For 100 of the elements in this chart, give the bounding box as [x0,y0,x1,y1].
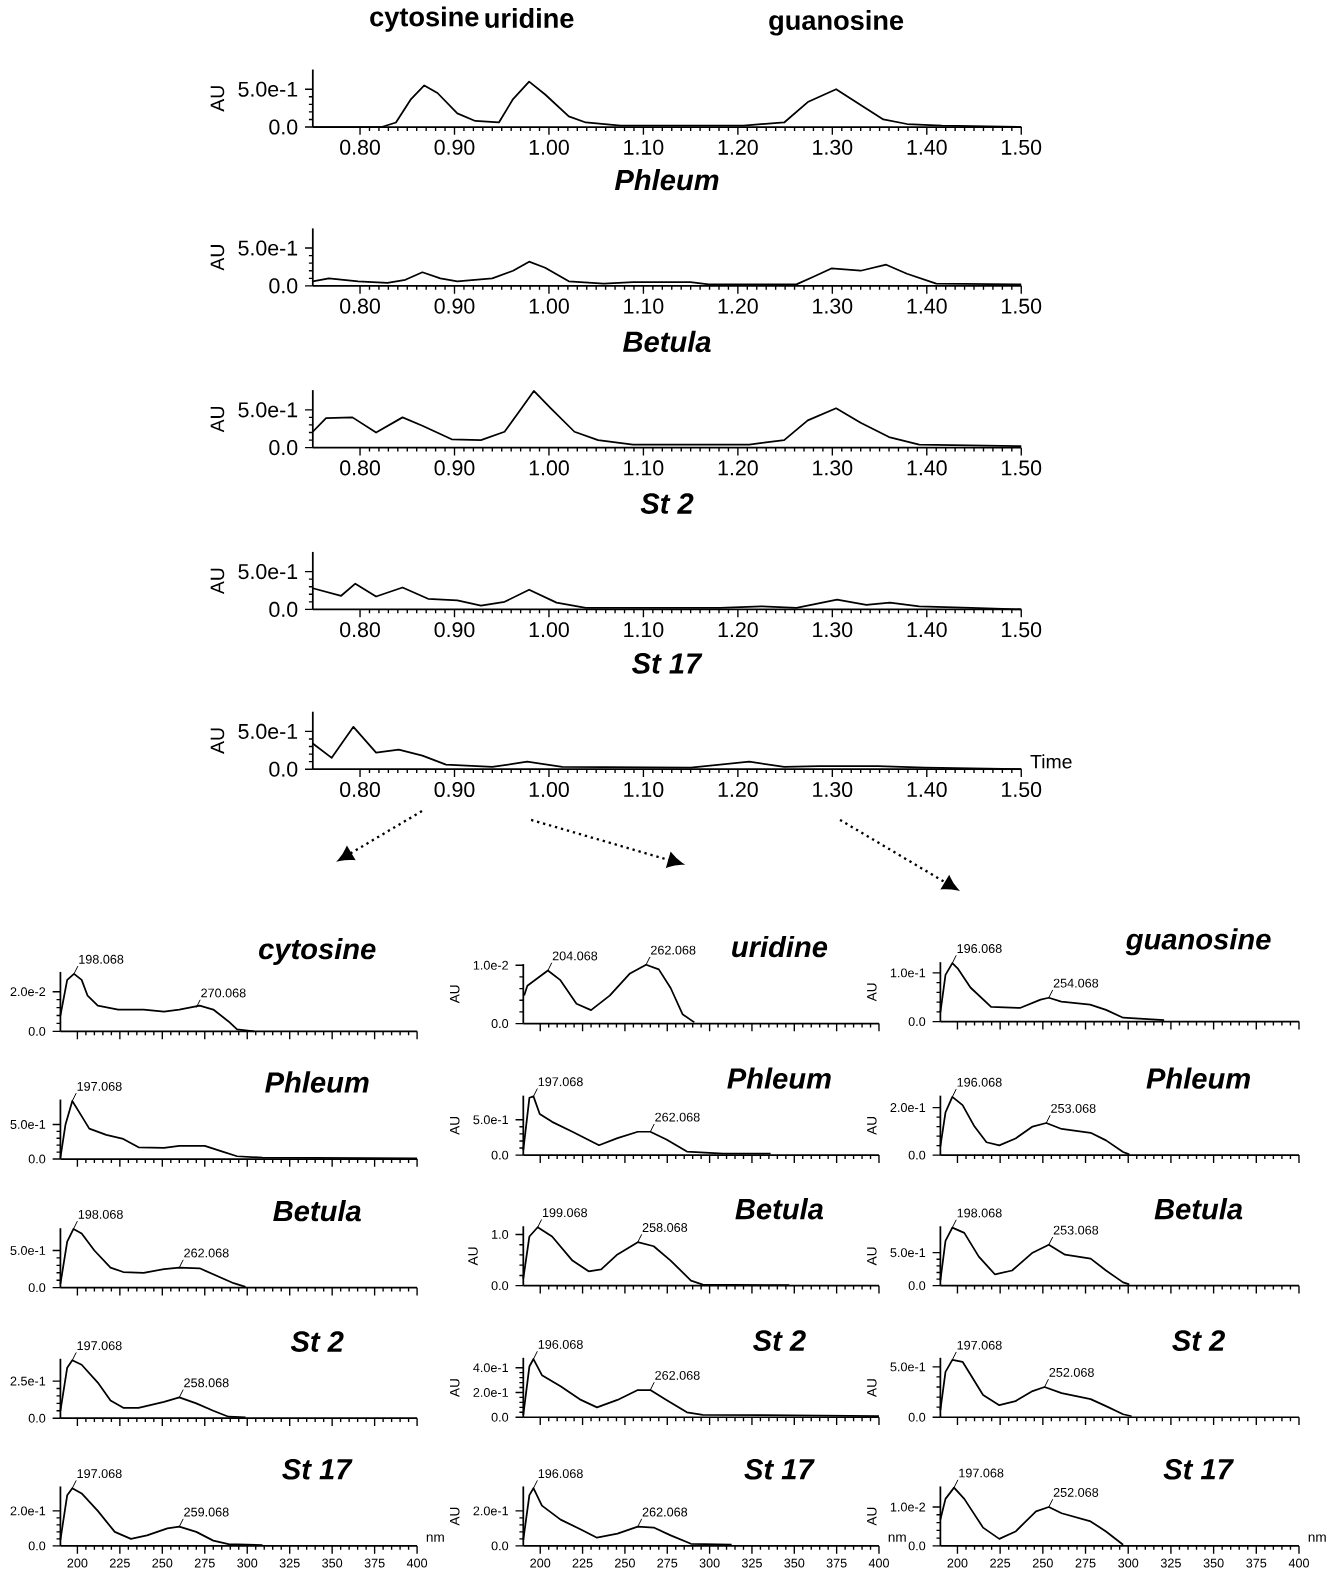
x-tick-label: 1.40 [907,139,947,155]
annotation: 204.068 [552,951,598,961]
annotation: 262.068 [655,1370,700,1380]
annotation: 196.068 [538,1469,583,1479]
chart-title: Phleum [727,1067,831,1089]
y-tick-label: 0.0 [491,1019,509,1029]
y-axis-title: AU [210,728,225,754]
x-tick-label: 1.30 [813,139,853,155]
chart-title: Betula [735,1198,823,1220]
x-tick-label: 1.10 [624,460,664,476]
x-tick-label: 400 [1288,1558,1309,1568]
y-tick-label: 5.0e-1 [238,240,298,256]
y-tick-label: 0.0 [28,1541,46,1551]
y-tick-label: 2.0e-1 [10,1506,46,1516]
annotation: 253.068 [1053,1225,1099,1235]
x-tick-label: 375 [1246,1558,1267,1568]
x-tick-label: 0.90 [434,460,475,476]
x-tick-label: 1.00 [529,139,569,155]
x-tick-label: 1.00 [529,781,569,798]
x-tick-label: 325 [279,1558,300,1568]
chart-title: Betula [622,330,711,353]
x-tick-label: 1.30 [813,781,853,798]
y-axis-title: AU [867,1247,877,1266]
y-axis-title: AU [449,1116,460,1135]
x-tick-label: 1.40 [907,298,947,314]
annotation: 262.068 [650,945,696,955]
x-tick-label: 200 [947,1558,968,1568]
y-tick-label: 0.0 [28,1413,46,1423]
x-tick-label: 0.90 [434,139,475,155]
x-tick-label: 400 [406,1558,428,1568]
x-tick-label: 300 [699,1558,720,1568]
x-tick-label: 300 [237,1558,258,1568]
annotation: 258.068 [184,1378,229,1388]
x-tick-label: 325 [1160,1558,1181,1568]
annotation: uridine [485,8,574,29]
x-tick-label: 1.40 [907,781,947,798]
y-tick-label: 0.0 [28,1283,46,1293]
chart-title: St 17 [1163,1459,1234,1480]
x-tick-label: 350 [1203,1558,1224,1568]
y-tick-label: 5.0e-1 [238,564,298,580]
x-tick-label: 1.30 [813,298,853,314]
y-tick-label: 0.0 [908,1541,926,1551]
y-tick-label: 0.0 [908,1017,926,1027]
annotation: 197.068 [77,1341,122,1351]
annotation: 197.068 [957,1340,1002,1350]
x-tick-label: 250 [1032,1558,1053,1568]
annotation: cytosine [370,6,479,32]
x-tick-label: 0.80 [340,298,380,314]
annotation: 252.068 [1049,1367,1094,1377]
x-tick-label: 1.10 [624,139,664,155]
y-tick-label: 0.0 [491,1541,509,1551]
x-tick-label: 0.80 [340,460,380,476]
chart-title: Betula [1154,1198,1243,1220]
x-tick-label: 200 [530,1558,551,1568]
annotation: 196.068 [957,1077,1002,1087]
y-tick-label: 0.0 [908,1281,926,1291]
annotation: 254.068 [1053,978,1099,988]
y-tick-label: 0.0 [269,440,298,456]
x-tick-label: 350 [784,1558,805,1568]
x-tick-label: 1.10 [624,622,664,638]
annotation: 252.068 [1053,1487,1099,1497]
y-tick-label: 5.0e-1 [238,81,298,97]
y-tick-label: 2.5e-1 [10,1376,46,1386]
chart-title: St 2 [640,493,694,514]
y-tick-label: 1.0e-2 [890,1502,925,1512]
annotation: 197.068 [77,1469,122,1479]
x-tick-label: 275 [1075,1558,1096,1568]
y-tick-label: 2.0e-1 [890,1103,926,1113]
y-tick-label: 5.0e-1 [890,1362,926,1372]
x-tick-label: 1.50 [1002,298,1042,314]
y-tick-label: 0.0 [491,1281,509,1291]
x-tick-label: 0.80 [340,781,380,798]
y-tick-label: 5.0e-1 [10,1246,46,1255]
x-tick-label: 225 [990,1558,1011,1568]
y-tick-label: 5.0e-1 [238,723,298,739]
y-axis-title: AU [210,86,225,112]
y-tick-label: 0.0 [491,1150,509,1160]
x-tick-label: 350 [322,1558,343,1568]
x-axis-title: Time [1030,754,1072,769]
x-tick-label: 225 [109,1558,130,1568]
annotation: 197.068 [959,1468,1004,1478]
annotation: 198.068 [79,954,124,964]
chart-title: cytosine [258,937,376,966]
x-tick-label: 1.00 [529,298,569,314]
chart-title: St 17 [744,1459,815,1480]
x-tick-label: 1.50 [1002,139,1042,155]
annotation: 253.068 [1051,1103,1096,1113]
y-tick-label: 0.0 [908,1150,926,1160]
x-tick-label: 1.00 [529,460,569,476]
x-tick-label: 400 [868,1558,889,1568]
x-tick-label: 0.80 [340,139,380,155]
x-tick-label: 275 [657,1558,678,1568]
chart-title: Phleum [614,169,719,191]
chart-title: Betula [273,1199,361,1222]
y-axis-title: AU [867,1117,877,1135]
x-tick-label: 1.40 [907,460,947,476]
x-tick-label: 1.10 [624,781,664,798]
y-tick-label: 0.0 [28,1154,46,1164]
annotation: 259.068 [184,1507,229,1517]
y-tick-label: 1.0 [492,1229,509,1239]
